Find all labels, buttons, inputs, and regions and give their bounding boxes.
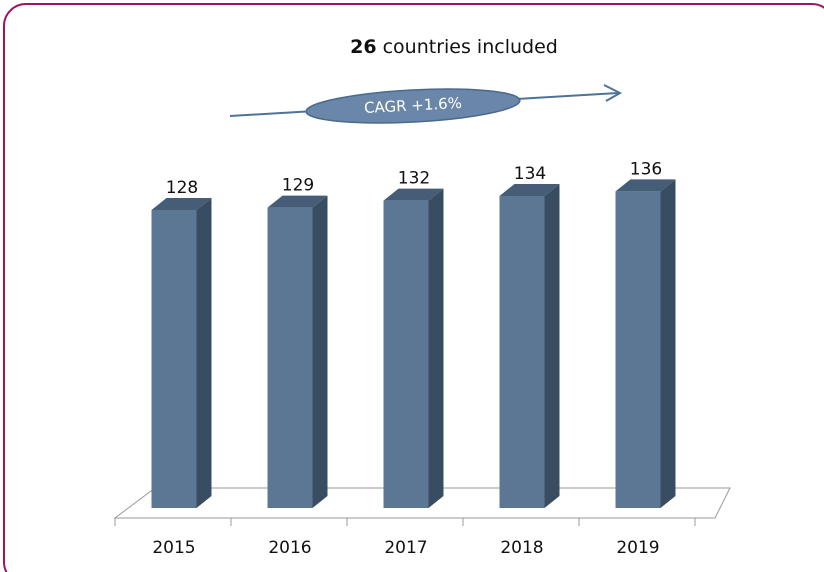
x-tick-label: 2019 bbox=[616, 538, 659, 558]
x-tick-label: 2017 bbox=[384, 538, 427, 558]
bar-side bbox=[428, 188, 444, 508]
bar bbox=[615, 191, 661, 509]
value-label: 128 bbox=[166, 178, 198, 198]
bar-side bbox=[544, 183, 560, 508]
x-tick-label: 2016 bbox=[268, 538, 311, 558]
cagr-ellipse bbox=[305, 88, 521, 124]
x-tick-label: 2018 bbox=[500, 538, 543, 558]
bar-top bbox=[267, 195, 328, 208]
title-text: countries included bbox=[383, 36, 558, 58]
bar bbox=[267, 207, 313, 508]
bar-side bbox=[196, 197, 212, 508]
bar bbox=[499, 195, 545, 508]
cagr-label: CAGR +1.6% bbox=[364, 94, 463, 117]
value-label: 134 bbox=[514, 164, 546, 184]
bar-top bbox=[151, 197, 212, 210]
value-label: 136 bbox=[630, 159, 662, 179]
bar-side bbox=[312, 195, 328, 508]
bar-top bbox=[383, 188, 444, 201]
bar-side bbox=[660, 179, 676, 509]
cagr-arrowhead bbox=[603, 84, 623, 102]
bar bbox=[383, 200, 429, 508]
bar-top bbox=[615, 179, 676, 192]
title-number: 26 bbox=[350, 36, 376, 58]
bar-top bbox=[499, 183, 560, 196]
chart-title: 26 countries included bbox=[350, 36, 558, 58]
value-label: 129 bbox=[282, 176, 314, 196]
bar bbox=[151, 209, 197, 508]
x-tick-label: 2015 bbox=[152, 538, 195, 558]
value-label: 132 bbox=[398, 169, 430, 189]
